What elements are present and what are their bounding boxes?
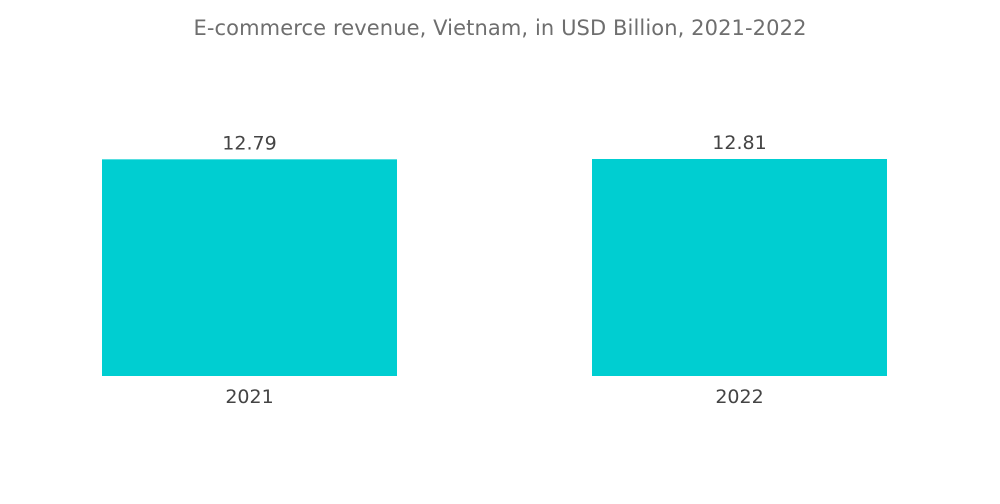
data-label-2021: 12.79 xyxy=(222,132,276,154)
bar-2022 xyxy=(592,159,887,376)
x-tick-label-2022: 2022 xyxy=(715,386,763,408)
chart-title: E-commerce revenue, Vietnam, in USD Bill… xyxy=(193,16,807,40)
bar-2021 xyxy=(102,159,397,376)
plot-area: 12.79 2021 12.81 2022 xyxy=(102,132,887,408)
x-tick-label-2021: 2021 xyxy=(225,386,273,408)
data-label-2022: 12.81 xyxy=(712,132,766,154)
